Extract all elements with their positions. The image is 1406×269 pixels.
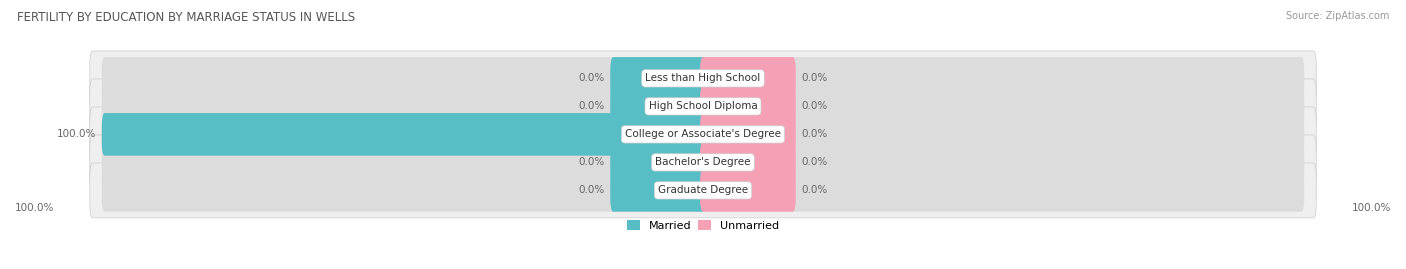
Text: High School Diploma: High School Diploma: [648, 101, 758, 111]
FancyBboxPatch shape: [700, 113, 1305, 156]
Text: Less than High School: Less than High School: [645, 73, 761, 83]
FancyBboxPatch shape: [610, 85, 706, 128]
FancyBboxPatch shape: [610, 141, 706, 184]
Text: FERTILITY BY EDUCATION BY MARRIAGE STATUS IN WELLS: FERTILITY BY EDUCATION BY MARRIAGE STATU…: [17, 11, 354, 24]
FancyBboxPatch shape: [700, 57, 796, 100]
FancyBboxPatch shape: [90, 163, 1316, 218]
Text: 100.0%: 100.0%: [56, 129, 96, 139]
Text: 0.0%: 0.0%: [578, 73, 605, 83]
FancyBboxPatch shape: [101, 169, 706, 212]
Text: 0.0%: 0.0%: [801, 157, 828, 167]
Text: 0.0%: 0.0%: [578, 101, 605, 111]
FancyBboxPatch shape: [101, 113, 706, 156]
Text: College or Associate's Degree: College or Associate's Degree: [626, 129, 780, 139]
FancyBboxPatch shape: [101, 141, 706, 184]
FancyBboxPatch shape: [610, 57, 706, 100]
FancyBboxPatch shape: [101, 113, 706, 156]
Text: 0.0%: 0.0%: [801, 73, 828, 83]
Legend: Married, Unmarried: Married, Unmarried: [621, 216, 785, 236]
FancyBboxPatch shape: [700, 169, 796, 212]
Text: 0.0%: 0.0%: [801, 185, 828, 195]
FancyBboxPatch shape: [700, 141, 1305, 184]
Text: 0.0%: 0.0%: [578, 157, 605, 167]
FancyBboxPatch shape: [90, 51, 1316, 106]
Text: 0.0%: 0.0%: [801, 101, 828, 111]
Text: 0.0%: 0.0%: [801, 129, 828, 139]
FancyBboxPatch shape: [700, 85, 796, 128]
FancyBboxPatch shape: [700, 113, 796, 156]
Text: Bachelor's Degree: Bachelor's Degree: [655, 157, 751, 167]
Text: Graduate Degree: Graduate Degree: [658, 185, 748, 195]
Text: 100.0%: 100.0%: [1351, 203, 1391, 213]
FancyBboxPatch shape: [90, 79, 1316, 134]
FancyBboxPatch shape: [90, 107, 1316, 162]
FancyBboxPatch shape: [700, 57, 1305, 100]
FancyBboxPatch shape: [90, 135, 1316, 190]
Text: 0.0%: 0.0%: [578, 185, 605, 195]
FancyBboxPatch shape: [101, 57, 706, 100]
FancyBboxPatch shape: [610, 169, 706, 212]
FancyBboxPatch shape: [700, 85, 1305, 128]
FancyBboxPatch shape: [101, 85, 706, 128]
Text: 100.0%: 100.0%: [15, 203, 55, 213]
FancyBboxPatch shape: [700, 169, 1305, 212]
Text: Source: ZipAtlas.com: Source: ZipAtlas.com: [1285, 11, 1389, 21]
FancyBboxPatch shape: [700, 141, 796, 184]
